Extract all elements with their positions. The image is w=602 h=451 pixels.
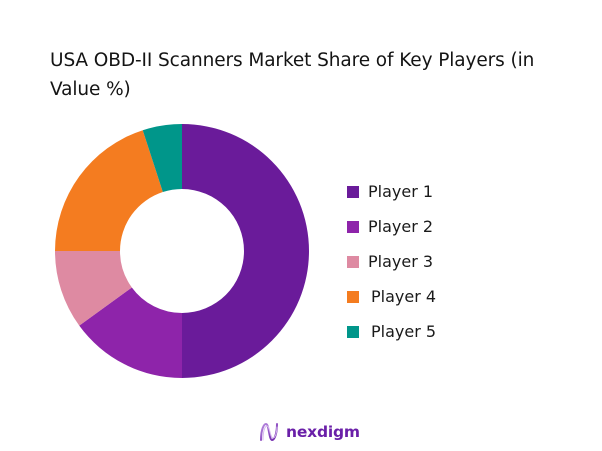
legend-swatch	[347, 255, 359, 268]
brand-footer: nexdigm	[258, 421, 360, 443]
legend-item-player-3: Player 3	[347, 244, 436, 279]
chart-title-line-1: USA OBD-II Scanners Market Share of Key …	[50, 50, 535, 71]
legend-item-player-5: Player 5	[347, 314, 436, 349]
donut-slice-player-1	[182, 124, 309, 378]
legend-swatch	[347, 185, 359, 198]
donut-slice-player-4	[55, 130, 163, 251]
donut-slice-player-2	[79, 287, 182, 378]
chart-title-line-2: Value %)	[50, 79, 131, 100]
nexdigm-logo-icon	[260, 422, 278, 442]
donut-slices	[55, 124, 309, 378]
donut-slice-player-3	[55, 251, 132, 326]
legend-swatch	[347, 290, 359, 303]
legend-item-player-2: Player 2	[347, 209, 436, 244]
legend-label: Player 5	[371, 322, 437, 341]
legend-label: Player 2	[368, 217, 434, 236]
legend-label: Player 3	[368, 252, 434, 271]
legend-swatch	[347, 220, 359, 233]
legend-label: Player 1	[368, 182, 434, 201]
donut-slice-player-5	[142, 124, 182, 193]
legend-label: Player 4	[371, 287, 437, 306]
legend-item-player-1: Player 1	[347, 174, 436, 209]
chart-title: USA OBD-II Scanners Market Share of Key …	[50, 46, 590, 104]
legend-swatch	[347, 325, 359, 338]
brand-name: nexdigm	[286, 423, 360, 441]
chart-legend: Player 1 Player 2 Player 3 Player 4 Play…	[347, 174, 436, 349]
legend-item-player-4: Player 4	[347, 279, 436, 314]
